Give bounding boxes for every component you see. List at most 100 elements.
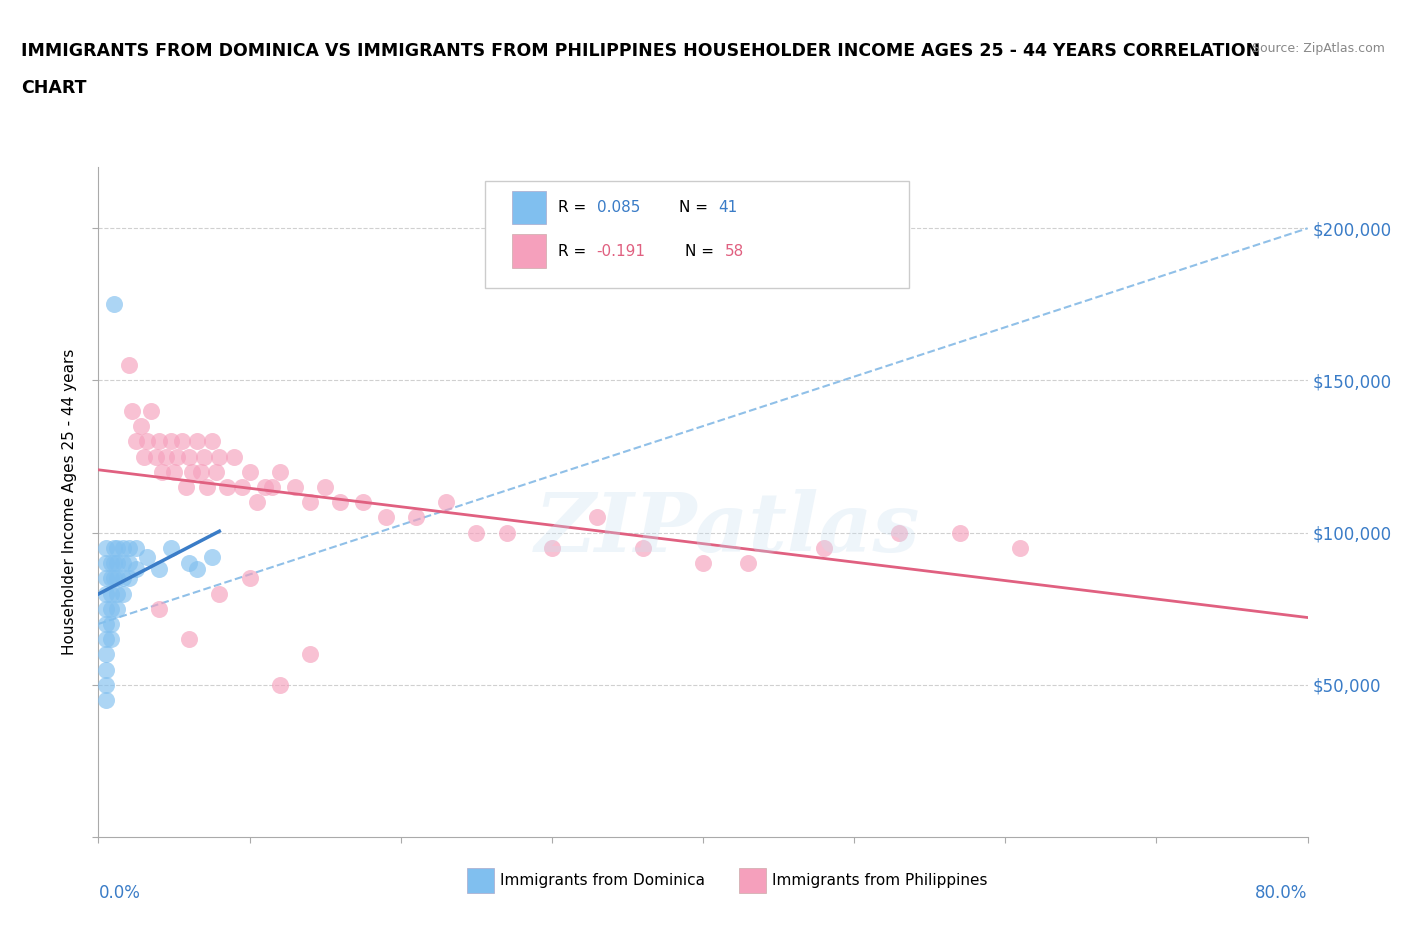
Point [374,510,396,525]
Point [160,540,183,555]
Bar [740,869,766,893]
Point [201,434,224,449]
Point [179,631,201,646]
Bar [512,191,546,224]
Text: 41: 41 [718,200,738,215]
Point [94,631,117,646]
Point [586,510,609,525]
Point [135,434,157,449]
Point [405,510,427,525]
Point [105,555,128,570]
Point [195,480,218,495]
Point [94,677,117,692]
Text: CHART: CHART [21,79,87,97]
Point [949,525,972,540]
Point [94,586,117,601]
Point [208,586,231,601]
Point [299,495,322,510]
Point [239,464,262,479]
Point [103,540,125,555]
Point [111,555,134,570]
Point [299,647,322,662]
Point [145,449,167,464]
Point [495,525,517,540]
Point [215,480,238,495]
Text: 58: 58 [724,244,744,259]
Point [132,449,155,464]
Point [105,602,128,617]
Point [269,464,291,479]
Point [253,480,276,495]
Point [465,525,488,540]
Point [111,571,134,586]
Point [105,586,128,601]
Point [434,495,457,510]
Point [201,550,224,565]
Text: R =: R = [558,244,591,259]
Point [94,693,117,708]
Point [105,540,128,555]
Point [150,464,173,479]
Point [118,540,141,555]
Point [100,571,122,586]
Point [352,495,374,510]
Point [174,480,197,495]
Point [100,631,122,646]
Bar [512,234,546,268]
Point [125,434,148,449]
Point [269,677,291,692]
Point [186,434,208,449]
Point [94,555,117,570]
Bar [467,869,494,893]
Point [129,418,152,433]
Point [100,586,122,601]
Point [231,480,253,495]
FancyBboxPatch shape [485,180,908,288]
Point [889,525,911,540]
Text: 0.085: 0.085 [596,200,640,215]
Text: N =: N = [679,200,713,215]
Point [94,602,117,617]
Point [103,555,125,570]
Point [100,602,122,617]
Point [148,602,170,617]
Text: 0.0%: 0.0% [98,884,141,902]
Point [262,480,284,495]
Point [190,464,212,479]
Point [166,449,188,464]
Text: -0.191: -0.191 [596,244,645,259]
Point [118,571,141,586]
Point [163,464,186,479]
Point [246,495,269,510]
Y-axis label: Householder Income Ages 25 - 44 years: Householder Income Ages 25 - 44 years [62,349,77,656]
Point [125,562,148,577]
Point [148,562,170,577]
Point [111,540,134,555]
Point [179,449,201,464]
Point [160,434,183,449]
Point [239,571,262,586]
Point [94,617,117,631]
Point [205,464,228,479]
Text: N =: N = [685,244,718,259]
Point [540,540,562,555]
Text: IMMIGRANTS FROM DOMINICA VS IMMIGRANTS FROM PHILIPPINES HOUSEHOLDER INCOME AGES : IMMIGRANTS FROM DOMINICA VS IMMIGRANTS F… [21,42,1260,60]
Text: 80.0%: 80.0% [1256,884,1308,902]
Point [148,434,170,449]
Point [1010,540,1032,555]
Point [118,358,141,373]
Point [329,495,352,510]
Point [284,480,307,495]
Point [100,555,122,570]
Point [155,449,177,464]
Point [111,586,134,601]
Point [314,480,336,495]
Point [692,555,714,570]
Point [186,562,208,577]
Point [224,449,246,464]
Point [193,449,215,464]
Text: R =: R = [558,200,591,215]
Point [121,404,143,418]
Point [181,464,204,479]
Text: Immigrants from Philippines: Immigrants from Philippines [772,873,987,888]
